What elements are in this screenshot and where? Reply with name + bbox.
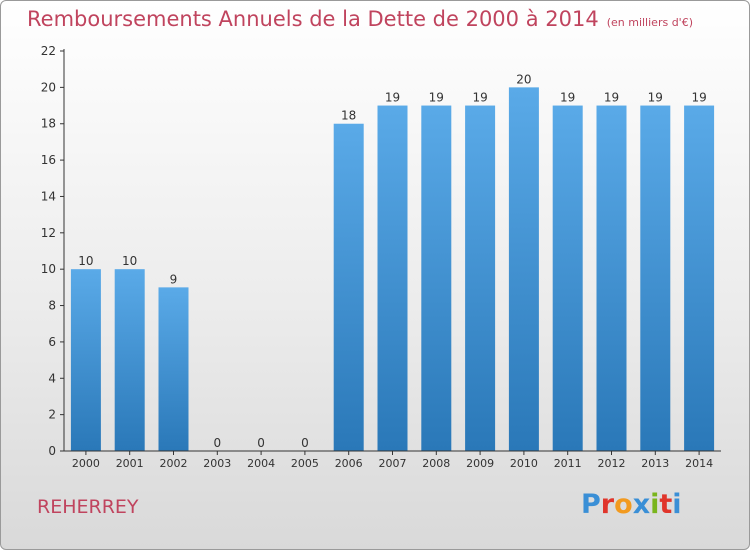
y-tick-label: 6: [48, 335, 56, 349]
x-tick-label: 2012: [598, 457, 626, 470]
logo-letter: o: [614, 489, 633, 520]
y-tick-label: 0: [48, 444, 56, 458]
bar-value-label: 19: [385, 91, 400, 105]
x-tick-label: 2001: [116, 457, 144, 470]
logo-letter: P: [581, 489, 601, 520]
bar: [465, 105, 496, 451]
commune-name: REHERREY: [37, 496, 139, 518]
logo-letter: x: [632, 489, 651, 520]
x-tick-label: 2008: [422, 457, 450, 470]
bar: [70, 269, 101, 451]
bar: [333, 123, 364, 452]
y-tick-label: 18: [41, 117, 56, 131]
x-tick-label: 2000: [72, 457, 100, 470]
y-tick-label: 20: [41, 80, 56, 94]
y-tick-label: 4: [48, 371, 56, 385]
x-tick-label: 2005: [291, 457, 319, 470]
y-tick-label: 10: [41, 262, 56, 276]
bar-value-label: 19: [560, 91, 575, 105]
chart-subtitle: (en milliers d'€): [606, 16, 693, 29]
y-tick-label: 12: [41, 226, 56, 240]
y-tick-label: 16: [41, 153, 56, 167]
x-tick-label: 2013: [641, 457, 669, 470]
y-tick-label: 2: [48, 408, 56, 422]
logo-letter: r: [600, 489, 615, 520]
chart-title: Remboursements Annuels de la Dette de 20…: [27, 7, 693, 31]
chart-title-text: Remboursements Annuels de la Dette de 20…: [27, 7, 599, 31]
bar: [158, 287, 189, 451]
bar: [684, 105, 715, 451]
bar-value-label: 10: [78, 254, 93, 268]
x-tick-label: 2006: [335, 457, 363, 470]
bar: [508, 87, 539, 451]
bar: [377, 105, 408, 451]
y-tick-label: 8: [48, 299, 56, 313]
bar-value-label: 19: [429, 91, 444, 105]
bar-value-label: 0: [257, 436, 265, 450]
x-tick-label: 2011: [554, 457, 582, 470]
bar: [421, 105, 452, 451]
y-tick-label: 22: [41, 44, 56, 58]
bar-value-label: 20: [516, 72, 531, 86]
bar-value-label: 9: [170, 272, 178, 286]
logo-letter: t: [659, 489, 673, 520]
bar-value-label: 19: [604, 91, 619, 105]
logo-letter: i: [672, 489, 682, 520]
bar: [596, 105, 627, 451]
bar-value-label: 19: [648, 91, 663, 105]
bar-value-label: 0: [213, 436, 221, 450]
logo-letter: i: [650, 489, 660, 520]
bar: [640, 105, 671, 451]
y-tick-label: 14: [41, 189, 56, 203]
x-tick-label: 2009: [466, 457, 494, 470]
bar-value-label: 19: [472, 91, 487, 105]
x-tick-label: 2010: [510, 457, 538, 470]
bar-value-label: 18: [341, 109, 356, 123]
bar-value-label: 19: [691, 91, 706, 105]
x-tick-label: 2014: [685, 457, 713, 470]
x-tick-label: 2002: [160, 457, 188, 470]
bar: [552, 105, 583, 451]
bar-value-label: 10: [122, 254, 137, 268]
bar: [114, 269, 145, 451]
x-tick-label: 2007: [379, 457, 407, 470]
x-tick-label: 2003: [203, 457, 231, 470]
bar-value-label: 0: [301, 436, 309, 450]
x-tick-label: 2004: [247, 457, 275, 470]
proxiti-logo[interactable]: Proxiti: [581, 489, 682, 520]
